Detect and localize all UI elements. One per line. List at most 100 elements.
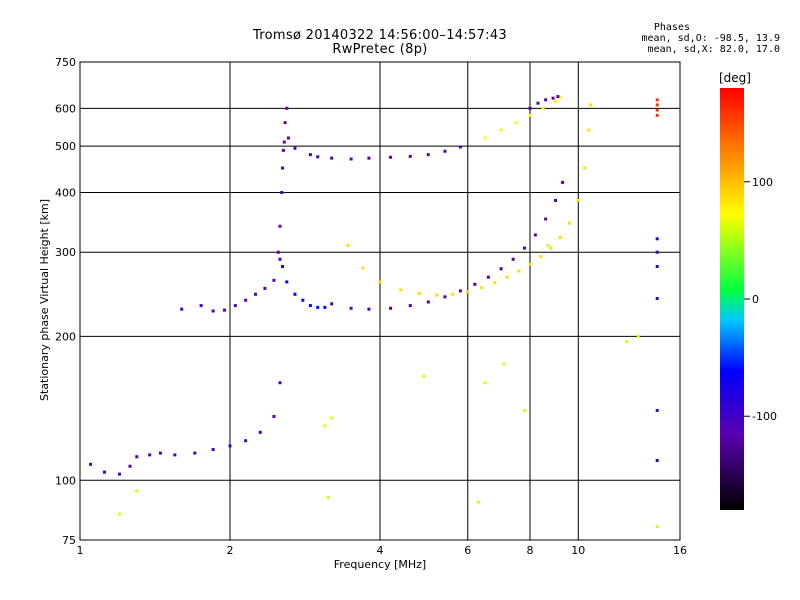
data-point	[544, 217, 548, 221]
data-point	[583, 166, 587, 170]
data-point	[539, 254, 543, 258]
data-point	[193, 451, 197, 455]
data-point	[263, 286, 267, 290]
data-point	[517, 269, 521, 273]
data-point	[244, 439, 248, 443]
data-point	[282, 140, 286, 144]
y-tick-label: 100	[55, 474, 76, 487]
data-point	[541, 106, 545, 110]
y-tick-label: 750	[55, 56, 76, 69]
data-point	[280, 190, 284, 194]
data-point	[117, 512, 121, 516]
data-point	[135, 455, 139, 459]
data-point	[253, 292, 257, 296]
data-point	[281, 166, 285, 170]
y-tick-label: 300	[55, 246, 76, 259]
data-point	[244, 298, 248, 302]
data-point	[499, 267, 503, 271]
data-point	[567, 221, 571, 225]
data-point	[367, 307, 371, 311]
data-point	[128, 464, 132, 468]
data-point	[655, 408, 659, 412]
colorbar-label: [deg]	[719, 71, 751, 85]
data-point	[285, 106, 289, 110]
data-point	[278, 224, 282, 228]
data-point	[228, 444, 232, 448]
data-point	[493, 281, 497, 285]
data-point	[480, 286, 484, 290]
x-tick-label: 6	[464, 544, 471, 557]
x-tick-label: 10	[571, 544, 585, 557]
data-point	[278, 381, 282, 385]
y-tick-label: 75	[62, 534, 76, 547]
data-point	[349, 157, 353, 161]
data-point	[505, 275, 509, 279]
data-point	[283, 121, 287, 125]
data-point	[502, 362, 506, 366]
data-point	[308, 153, 312, 157]
data-point	[378, 280, 382, 284]
chart-subtitle: RwPretec (8p)	[332, 42, 428, 57]
data-point	[549, 246, 553, 250]
plot-frame	[79, 61, 681, 541]
x-axis-label: Frequency [MHz]	[334, 558, 426, 571]
data-point	[326, 496, 330, 500]
data-point	[199, 304, 203, 308]
data-point	[117, 472, 121, 476]
data-point	[655, 98, 659, 102]
x-tick-labels: 1 2 4 6 8 10 16	[77, 544, 688, 557]
data-point	[281, 148, 285, 152]
data-points	[89, 95, 659, 529]
data-point	[486, 275, 490, 279]
colorbar-tick-label: -100	[752, 410, 777, 423]
data-point	[330, 416, 334, 420]
data-point	[330, 302, 334, 306]
y-tick-label: 200	[55, 330, 76, 343]
y-axis-label: Stationary phase Virtual Height [km]	[38, 199, 51, 401]
data-point	[558, 96, 562, 100]
data-point	[211, 447, 215, 451]
data-point	[458, 145, 462, 149]
data-point	[223, 308, 227, 312]
y-tick-labels: 75 100 200 300 400 500 600 750	[55, 56, 76, 547]
data-point	[655, 525, 659, 529]
data-point	[361, 266, 365, 270]
chart-title: Tromsø 20140322 14:56:00–14:57:43	[252, 28, 508, 43]
data-point	[655, 458, 659, 462]
data-point	[158, 451, 162, 455]
data-point	[576, 198, 580, 202]
data-point	[301, 298, 305, 302]
data-point	[148, 453, 152, 457]
y-tick-label: 500	[55, 140, 76, 153]
y-tick-label: 600	[55, 102, 76, 115]
data-point	[426, 300, 430, 304]
data-point	[655, 265, 659, 269]
data-point	[281, 265, 285, 269]
data-point	[561, 180, 565, 184]
grid-lines	[80, 62, 680, 540]
data-point	[211, 309, 215, 313]
stats-heading: Phases	[653, 22, 690, 33]
data-point	[473, 282, 477, 286]
data-point	[556, 95, 560, 99]
data-point	[435, 293, 439, 297]
x-tick-label: 2	[227, 544, 234, 557]
data-point	[367, 156, 371, 160]
data-point	[553, 198, 557, 202]
data-point	[443, 295, 447, 299]
data-point	[330, 156, 334, 160]
data-point	[636, 334, 640, 338]
data-point	[180, 307, 184, 311]
data-point	[272, 278, 276, 282]
data-point	[426, 153, 430, 157]
data-point	[233, 304, 237, 308]
colorbar-ticks: 100 0 -100	[744, 176, 777, 423]
data-point	[451, 292, 455, 296]
data-point	[589, 103, 593, 107]
data-point	[422, 374, 426, 378]
data-point	[349, 306, 353, 310]
stats-line-o: mean, sd,O: -98.5, 13.9	[641, 33, 780, 44]
data-point	[276, 250, 280, 254]
data-point	[293, 292, 297, 296]
y-tick-label: 400	[55, 186, 76, 199]
